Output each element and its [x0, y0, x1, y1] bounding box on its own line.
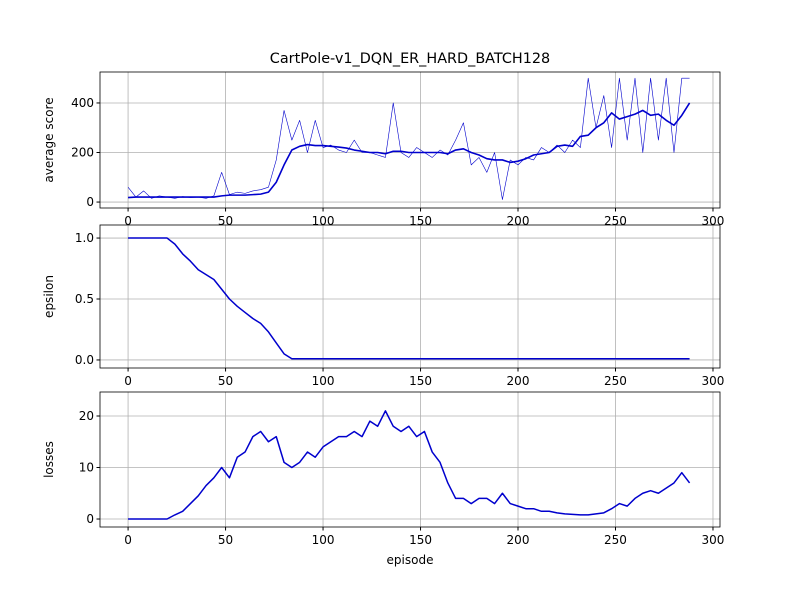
y-axis-label: epsilon [42, 275, 56, 318]
x-tick-label: 250 [604, 214, 627, 228]
x-tick-label: 50 [218, 214, 233, 228]
x-tick-label: 0 [124, 533, 132, 547]
y-axis-label: average score [42, 97, 56, 182]
axes-frame [99, 391, 721, 528]
series-line [128, 237, 690, 360]
y-tick-label: 1.0 [75, 231, 94, 245]
y-tick-label: 400 [71, 96, 94, 110]
x-tick-label: 200 [507, 533, 530, 547]
x-tick-label: 100 [312, 533, 335, 547]
x-tick-label: 300 [702, 374, 725, 388]
series-line [127, 77, 690, 200]
y-axis-label: losses [42, 441, 56, 478]
x-tick-label: 50 [218, 533, 233, 547]
x-tick-label: 50 [218, 374, 233, 388]
y-tick-label: 0.0 [75, 353, 94, 367]
x-axis-label: episode [387, 553, 434, 567]
x-tick-label: 0 [124, 374, 132, 388]
x-tick-label: 100 [312, 374, 335, 388]
chart-title: CartPole-v1_DQN_ER_HARD_BATCH128 [270, 51, 550, 67]
axes-frame [99, 71, 721, 209]
y-tick-label: 0 [86, 512, 94, 526]
y-tick-label: 10 [79, 461, 94, 475]
x-tick-label: 250 [604, 533, 627, 547]
series-line [128, 102, 691, 199]
x-tick-label: 150 [409, 214, 432, 228]
x-tick-label: 300 [702, 214, 725, 228]
x-tick-label: 250 [604, 374, 627, 388]
y-tick-label: 0 [86, 195, 94, 209]
y-tick-label: 20 [79, 409, 94, 423]
x-tick-label: 0 [124, 214, 132, 228]
axes-frame [99, 224, 721, 369]
x-tick-label: 200 [507, 214, 530, 228]
x-tick-label: 150 [409, 374, 432, 388]
y-tick-label: 0.5 [75, 292, 94, 306]
y-tick-label: 200 [71, 146, 94, 160]
x-tick-label: 150 [409, 533, 432, 547]
x-tick-label: 300 [702, 533, 725, 547]
x-tick-label: 100 [312, 214, 335, 228]
x-tick-label: 200 [507, 374, 530, 388]
series-line [128, 410, 691, 520]
